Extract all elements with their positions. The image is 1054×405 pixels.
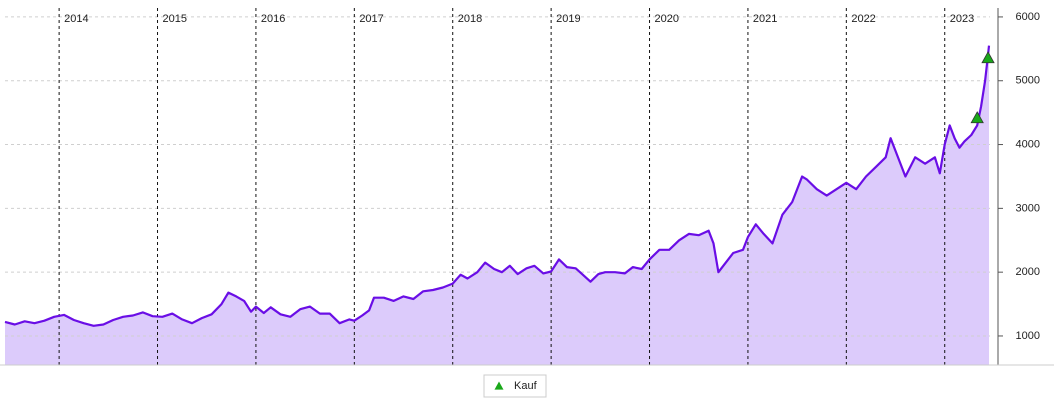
y-tick-label: 5000 — [1016, 75, 1040, 87]
legend: Kauf — [483, 374, 547, 398]
x-tick-label: 2019 — [556, 13, 580, 25]
y-tick-label: 3000 — [1016, 202, 1040, 214]
x-tick-label: 2016 — [261, 13, 285, 25]
y-tick-label: 2000 — [1016, 266, 1040, 278]
y-tick-label: 1000 — [1016, 330, 1040, 342]
x-tick-label: 2020 — [655, 13, 679, 25]
buy-marker — [981, 51, 995, 64]
line — [4, 45, 991, 327]
x-tick-label: 2023 — [950, 13, 974, 25]
x-tick-label: 2018 — [458, 13, 482, 25]
area — [5, 45, 990, 365]
x-tick-label: 2014 — [64, 13, 88, 25]
x-tick-label: 2015 — [163, 13, 187, 25]
x-tick-label: 2022 — [851, 13, 875, 25]
legend-box — [483, 374, 547, 398]
buy-marker — [970, 111, 984, 124]
legend-symbol — [494, 381, 504, 390]
y-tick-label: 6000 — [1016, 11, 1040, 23]
y-tick-label: 4000 — [1016, 138, 1040, 150]
x-tick-label: 2017 — [359, 13, 383, 25]
x-tick-label: 2021 — [753, 13, 777, 25]
legend-label: Kauf — [514, 380, 538, 392]
